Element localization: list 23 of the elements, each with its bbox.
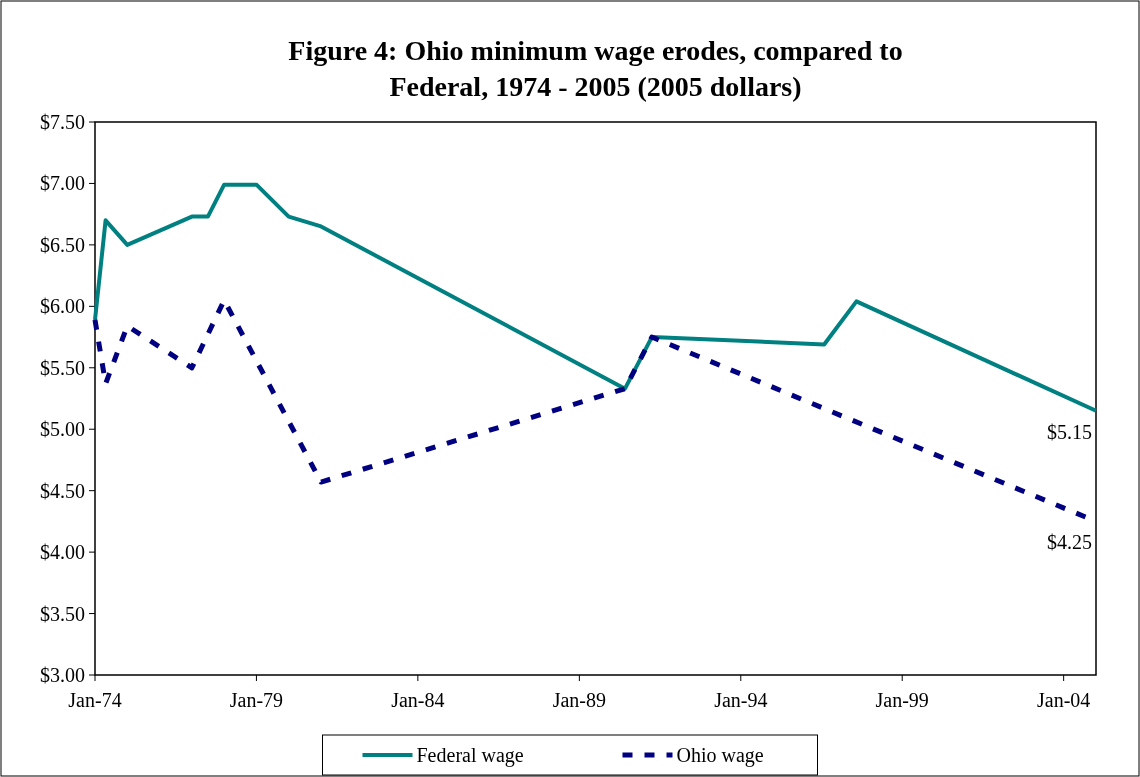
- x-tick-label: Jan-84: [391, 689, 445, 711]
- legend-label: Federal wage: [416, 744, 524, 767]
- y-tick-label: $5.50: [40, 356, 85, 379]
- chart-title: Figure 4: Ohio minimum wage erodes, compared to Federal, 1974 - 2005 (2005 dollars): [288, 35, 903, 102]
- y-tick-label: $4.50: [40, 479, 85, 502]
- y-tick-label: $5.00: [40, 418, 85, 441]
- y-tick-label: $6.00: [40, 295, 85, 318]
- line-series: [93, 182, 1098, 413]
- y-tick-label: $3.50: [40, 602, 85, 625]
- y-tick-label: $7.00: [40, 172, 85, 195]
- x-tick-label: Jan-99: [875, 689, 929, 711]
- data-label: $4.25: [1047, 531, 1092, 554]
- y-tick-label: $4.00: [40, 541, 85, 564]
- y-tick-label: $7.50: [40, 111, 85, 133]
- legend-label: Ohio wage: [676, 744, 764, 767]
- x-tick-label: Jan-79: [229, 689, 284, 711]
- x-tick-label: Jan-04: [1036, 689, 1091, 711]
- x-tick-label: Jan-74: [68, 689, 122, 711]
- x-tick-label: Jan-89: [552, 689, 607, 711]
- data-label: $5.15: [1047, 420, 1092, 443]
- y-tick-label: $3.00: [40, 664, 85, 686]
- x-tick-label: Jan-94: [714, 689, 768, 711]
- y-tick-label: $6.50: [40, 233, 85, 256]
